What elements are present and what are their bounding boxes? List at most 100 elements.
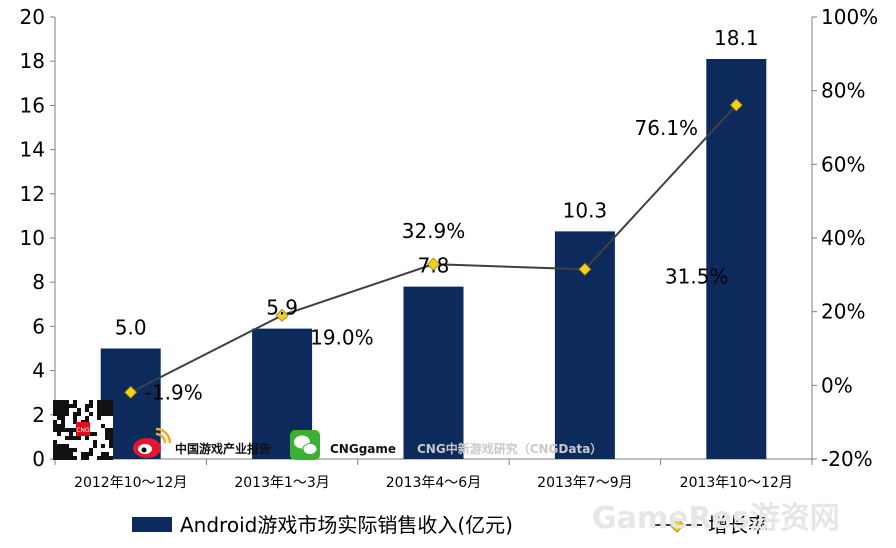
data-labels: 5.0 5.9 7.8 10.3 18.1 -1.9% 19.0% 32.9% 31.5% 76.… [115, 26, 759, 404]
axes: 0 2 4 6 8 10 12 14 16 18 20 -20% 0% 20% 40% 60% 80% 100% 2… [20, 5, 879, 491]
qr-module [69, 428, 73, 432]
qr-module [57, 448, 61, 452]
qr-module [109, 404, 113, 408]
qr-module [61, 420, 65, 424]
qr-module [89, 432, 93, 436]
qr-module [105, 432, 109, 436]
qr-module [65, 456, 69, 460]
qr-module [97, 412, 101, 416]
qr-module [105, 408, 109, 412]
qr-module [73, 400, 77, 404]
qr-module [101, 400, 105, 404]
qr-module [61, 444, 65, 448]
qr-module [69, 448, 73, 452]
qr-module [53, 452, 57, 456]
qr-module [53, 412, 57, 416]
qr-module [65, 404, 69, 408]
qr-module [85, 416, 89, 420]
qr-module [61, 424, 65, 428]
qr-module [109, 456, 113, 460]
qr-module [105, 404, 109, 408]
qr-module [57, 452, 61, 456]
line-point [729, 98, 743, 112]
qr-module [73, 420, 77, 424]
qr-module [53, 448, 57, 452]
qr-module [69, 456, 73, 460]
qr-module [57, 428, 61, 432]
left-tick-label: 18 [20, 49, 45, 73]
x-tick-label: 2013年7～9月 [537, 475, 632, 491]
x-tick-label: 2013年10～12月 [680, 475, 793, 491]
qr-module [97, 416, 101, 420]
qr-badge [76, 422, 90, 436]
legend-line-label: 增长率 [708, 513, 768, 537]
qr-module [89, 400, 93, 404]
left-tick-label: 10 [20, 226, 45, 250]
qr-module [81, 452, 85, 456]
qr-module [57, 404, 61, 408]
growth-rate-label: 31.5% [665, 264, 729, 288]
qr-module [65, 428, 69, 432]
qr-module [109, 428, 113, 432]
qr-module [61, 400, 65, 404]
qr-module [85, 408, 89, 412]
line-point [124, 385, 138, 399]
qr-module [89, 448, 93, 452]
left-tick-label: 16 [20, 93, 45, 117]
x-tick-label: 2013年4～6月 [386, 475, 481, 491]
legend-bar-swatch [132, 517, 172, 532]
qr-module [101, 444, 105, 448]
left-tick-label: 0 [32, 447, 45, 471]
right-tick-label: 40% [821, 226, 865, 250]
qr-module [77, 436, 81, 440]
qr-module [53, 420, 57, 424]
qr-module [65, 400, 69, 404]
qr-module [53, 440, 57, 444]
line-point [578, 262, 592, 276]
qr-module [57, 424, 61, 428]
qr-module [109, 432, 113, 436]
qr-module [73, 416, 77, 420]
watermark-area: CNG 中国游戏产业报告 CNGgame CNG中新游戏研究（CNGData） [53, 400, 602, 460]
qr-module [77, 408, 81, 412]
qr-module [109, 440, 113, 444]
qr-module [105, 452, 109, 456]
growth-rate-label: 76.1% [635, 116, 699, 140]
research-watermark-text: CNG中新游戏研究（CNGData） [417, 441, 602, 456]
qr-module [73, 456, 77, 460]
qr-module [61, 452, 65, 456]
qr-module [93, 444, 97, 448]
right-tick-label: 0% [821, 373, 853, 397]
left-tick-label: 4 [32, 359, 45, 383]
left-tick-label: 6 [32, 314, 45, 338]
x-tick-label: 2013年1～3月 [234, 475, 329, 491]
right-tick-label: -20% [821, 447, 873, 471]
qr-badge-text: CNG [76, 427, 90, 434]
growth-line-series [124, 98, 743, 399]
right-tick-label: 60% [821, 152, 865, 176]
qr-module [77, 412, 81, 416]
qr-module [101, 408, 105, 412]
qr-module [57, 444, 61, 448]
qr-module [97, 408, 101, 412]
qr-module [73, 412, 77, 416]
qr-module [65, 452, 69, 456]
qr-module [105, 412, 109, 416]
qr-module [85, 436, 89, 440]
qr-module [65, 444, 69, 448]
qr-module [73, 436, 77, 440]
wechat-watermark-text: CNGgame [330, 442, 396, 456]
qr-module [53, 424, 57, 428]
left-tick-label: 2 [32, 403, 45, 427]
qr-module [109, 412, 113, 416]
qr-module [73, 448, 77, 452]
qr-module [61, 404, 65, 408]
weibo-watermark-text: 中国游戏产业报告 [175, 441, 271, 456]
qr-module [89, 452, 93, 456]
qr-module [65, 448, 69, 452]
line-point [426, 257, 441, 271]
bar-value-label: 10.3 [563, 198, 608, 222]
qr-module [53, 444, 57, 448]
qr-module [69, 404, 73, 408]
